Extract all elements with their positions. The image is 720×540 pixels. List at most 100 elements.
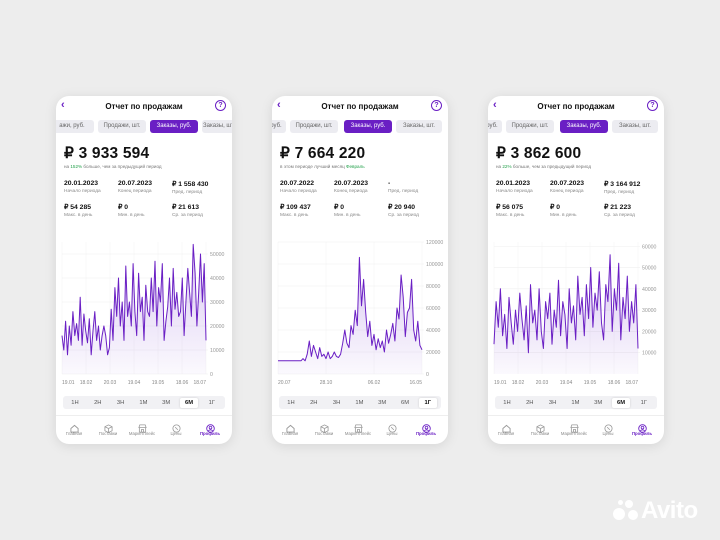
nav-item-2[interactable]: Маркетплейс — [559, 420, 589, 436]
help-icon[interactable]: ? — [215, 100, 226, 111]
nav-label: Цены — [170, 431, 182, 436]
nav-item-2[interactable]: Маркетплейс — [343, 420, 373, 436]
profile-icon — [637, 420, 647, 433]
tab-2[interactable]: Заказы, руб. — [150, 120, 198, 133]
nav-item-0[interactable]: Главная — [59, 420, 89, 436]
comparison-highlight: 152% — [70, 164, 83, 169]
range-chip-1[interactable]: 2Н — [526, 399, 534, 406]
nav-item-4[interactable]: Профиль — [195, 420, 225, 436]
x-tick-label: 19.01 — [62, 380, 75, 386]
stat-label: Конец периода — [550, 189, 584, 194]
range-chip-2[interactable]: 3Н — [332, 399, 341, 406]
nav-item-0[interactable]: Главная — [491, 420, 521, 436]
range-chip-0[interactable]: 1Н — [71, 399, 79, 406]
nav-item-1[interactable]: Поставки — [93, 420, 123, 436]
range-chip-2[interactable]: 3Н — [548, 399, 557, 406]
nav-item-3[interactable]: Цены — [161, 420, 191, 436]
range-chip-3[interactable]: 1М — [571, 399, 580, 406]
y-tick-label: 50000 — [210, 252, 225, 258]
nav-item-1[interactable]: Поставки — [309, 420, 339, 436]
range-chip-5[interactable]: 6М — [400, 399, 410, 406]
range-selector: 1Н 2Н 3Н 1М 3М 6М 1Г — [63, 396, 225, 409]
sales-chart: 60000 50000 40000 30000 20000 10000 19.01 18.02… — [488, 232, 664, 388]
nav-item-4[interactable]: Профиль — [627, 420, 657, 436]
help-icon[interactable]: ? — [431, 100, 442, 111]
phone-screen-3: ‹ Отчет по продажам? руб. Продажи, шт. Заказ… — [488, 96, 664, 444]
stat-value: 20.07.2023 — [550, 180, 585, 187]
bottom-nav: Главная Поставки Маркетплейс Цены Профиль — [272, 415, 448, 443]
nav-item-3[interactable]: Цены — [593, 420, 623, 436]
x-tick-label: 19.04 — [128, 380, 141, 386]
range-chip-4[interactable]: 3М — [594, 399, 603, 406]
range-chip-4[interactable]: 3М — [162, 399, 171, 406]
tab-0[interactable]: руб. — [488, 120, 502, 133]
stat-label: Ср. за период — [604, 213, 635, 218]
stat-label: Макс. в день — [496, 213, 525, 218]
tab-bar: руб. Продажи, шт. Заказы, руб. Заказы, шт. — [488, 120, 664, 134]
comparison-text: в этом периоде лучший месяц Февраль — [280, 164, 365, 169]
tab-1[interactable]: Продажи, шт. — [506, 120, 554, 133]
range-chip-5[interactable]: 6М — [180, 397, 198, 408]
nav-label: Главная — [65, 431, 83, 436]
range-chip-6[interactable]: 1Г — [640, 399, 647, 406]
y-tick-label: 20000 — [210, 324, 225, 330]
y-tick-label: 120000 — [426, 240, 443, 246]
stat-4: ₽ 0 Мин. в день — [118, 203, 145, 218]
stat-label: Пред. период — [388, 189, 419, 194]
tab-2[interactable]: Заказы, руб. — [560, 120, 608, 133]
range-chip-0[interactable]: 1Н — [503, 399, 511, 406]
range-selector: 1Н 2Н 3Н 1М 3М 6М 1Г — [495, 396, 657, 409]
range-chip-6[interactable]: 1Г — [418, 397, 437, 408]
range-chip-3[interactable]: 1М — [139, 399, 148, 406]
tab-1[interactable]: Продажи, шт. — [98, 120, 146, 133]
stat-label: Начало периода — [64, 189, 101, 194]
range-chip-6[interactable]: 1Г — [208, 399, 215, 406]
back-button[interactable]: ‹ — [277, 99, 281, 111]
y-tick-label: 60000 — [426, 306, 441, 312]
x-tick-label: 16.05 — [409, 380, 422, 386]
x-tick-label: 20.03 — [104, 380, 117, 386]
nav-item-4[interactable]: Профиль — [411, 420, 441, 436]
stat-label: Макс. в день — [280, 213, 309, 218]
x-tick-label: 18.02 — [80, 380, 93, 386]
tab-0[interactable]: руб. — [272, 120, 286, 133]
range-chip-5[interactable]: 6М — [612, 397, 630, 408]
tab-3[interactable]: Заказы, шт. — [202, 120, 232, 133]
phone-screen-1: ‹ Отчет по продажам? ажи, руб. Продажи, шт.… — [56, 96, 232, 444]
range-chip-0[interactable]: 1Н — [287, 399, 295, 406]
comparison-text: на 152% больше, чем за предыдущий период — [64, 164, 162, 169]
range-chip-3[interactable]: 1М — [355, 399, 364, 406]
bottom-nav: Главная Поставки Маркетплейс Цены Профиль — [488, 415, 664, 443]
range-chip-2[interactable]: 3Н — [116, 399, 125, 406]
y-tick-label: 40000 — [642, 287, 657, 293]
x-tick-label: 19.04 — [560, 380, 573, 386]
range-chip-1[interactable]: 2Н — [94, 399, 102, 406]
y-tick-label: 40000 — [210, 276, 225, 282]
nav-label: Главная — [497, 431, 515, 436]
nav-item-1[interactable]: Поставки — [525, 420, 555, 436]
tab-3[interactable]: Заказы, шт. — [612, 120, 658, 133]
stat-1: 20.07.2023 Конец периода — [334, 180, 368, 194]
nav-item-0[interactable]: Главная — [275, 420, 305, 436]
tab-1[interactable]: Продажи, шт. — [290, 120, 338, 133]
y-tick-label: 10000 — [642, 351, 657, 357]
nav-item-2[interactable]: Маркетплейс — [127, 420, 157, 436]
nav-item-3[interactable]: Цены — [377, 420, 407, 436]
range-chip-4[interactable]: 3М — [378, 399, 387, 406]
stat-label: Начало периода — [496, 189, 533, 194]
help-icon[interactable]: ? — [647, 100, 658, 111]
tab-3[interactable]: Заказы, шт. — [396, 120, 442, 133]
range-chip-1[interactable]: 2Н — [310, 399, 318, 406]
series-area — [278, 257, 422, 374]
back-button[interactable]: ‹ — [61, 99, 65, 111]
stat-value: 20.07.2023 — [118, 180, 153, 187]
x-tick-label: 28.10 — [320, 380, 333, 386]
back-button[interactable]: ‹ — [493, 99, 497, 111]
tab-0[interactable]: ажи, руб. — [56, 120, 94, 133]
stat-label: Конец периода — [118, 189, 152, 194]
stat-value: - — [388, 180, 391, 187]
comparison-prefix: на — [64, 164, 71, 169]
store-icon — [569, 420, 579, 433]
tab-2[interactable]: Заказы, руб. — [344, 120, 392, 133]
store-icon — [137, 420, 147, 433]
